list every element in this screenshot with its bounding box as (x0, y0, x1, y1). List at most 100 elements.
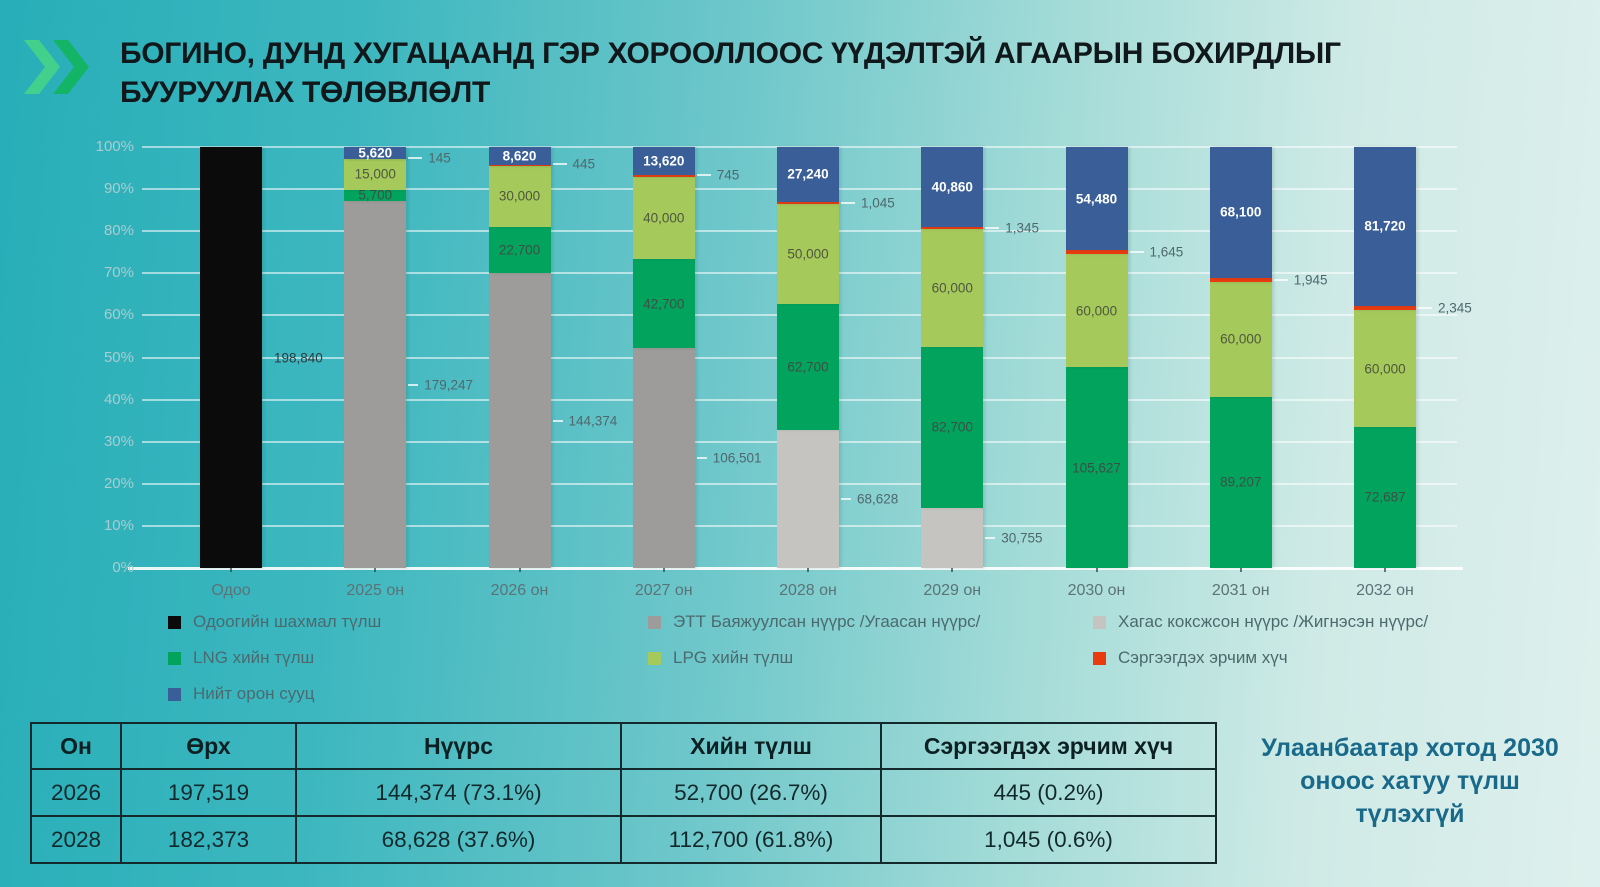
bar-segment-5-2031 он (1209, 281, 1272, 397)
x-axis-tick (230, 568, 232, 572)
bar-value-callout: 1,645 (1149, 244, 1184, 260)
x-axis-tick-label: 2029 он (923, 582, 982, 599)
bar-value-label: 105,627 (1072, 460, 1121, 476)
legend-swatch-icon (1093, 651, 1106, 665)
bar-value-callout: 68,628 (857, 491, 899, 507)
x-axis-tick (1095, 568, 1098, 572)
bar-value-callout: 1,045 (861, 195, 895, 211)
bar-value-label: 82,700 (931, 419, 973, 435)
y-axis-tick-label: 100% (95, 138, 134, 155)
bar-segment-4-2029 он (921, 346, 984, 508)
bar-segment-3-2029 он (921, 507, 984, 568)
bar-segment-7-2030 он (1065, 147, 1128, 251)
bar-segment-6-2032 он (1354, 305, 1416, 311)
callout-leader-line (696, 174, 711, 177)
table-header-cell: Нүүрс (295, 722, 622, 770)
legend-column: Одоогийн шахмал түлш LNG хийн түлш Нийт ор… (168, 604, 381, 712)
bar-value-label: 42,700 (643, 296, 685, 312)
x-axis-tick (518, 568, 521, 572)
legend-swatch-icon (168, 687, 181, 701)
table-cell: 2026 (30, 768, 122, 817)
bar-segment-7-2028 он (777, 147, 839, 202)
y-axis-tick-label: 30% (103, 432, 134, 450)
table-cell: 2028 (30, 815, 122, 864)
bar-value-callout: 198,840 (274, 350, 323, 365)
legend-column: Хагас коксжсон нүүрс /Жигнэсэн нүүрс/Сэр… (1093, 604, 1428, 676)
x-axis-tick (1384, 568, 1386, 572)
bar-value-label: 13,620 (643, 153, 685, 169)
table-cell: 144,374 (73.1%) (295, 768, 622, 817)
bar-segment-4-2027 он (632, 259, 695, 348)
bar-segment-7-2025 он (344, 147, 407, 159)
callout-leader-line (408, 156, 423, 159)
bar-value-label: 22,700 (498, 242, 541, 258)
y-axis-tick-label: 10% (103, 516, 134, 534)
legend-label: LNG хийн түлш (193, 648, 315, 667)
bar-value-callout: 30,755 (1001, 530, 1043, 546)
bar-segment-5-2025 он (344, 158, 407, 190)
bar-value-callout: 144,374 (568, 413, 618, 429)
x-axis-tick-label: 2030 он (1067, 582, 1126, 599)
table-cell: 1,045 (0.6%) (880, 815, 1217, 864)
bar-value-callout: 2,345 (1438, 300, 1472, 316)
bar-segment-2-2025 он (344, 201, 407, 568)
table-header-row: Он Өрх Нүүрс Хийн түлш Сэргээгдэх эрчим хүч (30, 722, 1217, 770)
bar-segment-4-2030 он (1065, 367, 1128, 568)
legend-swatch-icon (168, 615, 181, 629)
bar-value-label: 30,000 (498, 188, 541, 204)
table-head: Он Өрх Нүүрс Хийн түлш Сэргээгдэх эрчим хүч (30, 722, 1217, 770)
x-axis-tick (951, 568, 954, 572)
table-header-cell: Өрх (120, 722, 297, 770)
bar-value-callout: 445 (572, 156, 596, 172)
bar-segment-5-2029 он (921, 229, 984, 347)
bar-segment-2-2026 он (488, 273, 551, 568)
bar-value-label: 27,240 (787, 166, 829, 182)
callout-leader-line (552, 419, 563, 422)
callout-leader-line (696, 456, 707, 459)
table-cell: 68,628 (37.6%) (295, 815, 622, 864)
legend-label: LPG хийн түлш (673, 648, 794, 667)
legend-item: Нийт орон сууц (168, 676, 381, 712)
bar-value-label: 60,000 (1364, 361, 1406, 377)
legend-item: LNG хийн түлш (168, 640, 381, 676)
table-cell: 197,519 (120, 768, 297, 817)
bar-segment-7-2029 он (921, 147, 984, 227)
callout-leader-line (985, 536, 996, 539)
bar-segment-5-2026 он (488, 165, 551, 227)
gridline (142, 146, 1457, 148)
x-axis-tick-label: Одоо (211, 582, 251, 599)
stacked-bar-chart: 0% 10% 20% 30% 40% 50% 60% 70% 80% 90% 100% 198,840… (96, 138, 1472, 599)
table-header-cell: Хийн түлш (620, 722, 882, 770)
table-cell: 445 (0.2%) (880, 768, 1217, 817)
y-axis-tick-label: 0% (112, 559, 134, 576)
legend-item: ЭТТ Баяжуулсан нүүрс /Угаасан нүүрс/ (648, 604, 980, 640)
y-axis-tick-label: 40% (103, 390, 134, 408)
bar-value-callout: 179,247 (424, 377, 474, 393)
page-title-line1: БОГИНО, ДУНД ХУГАЦААНД ГЭР ХОРООЛЛООС ҮҮ… (120, 37, 1341, 70)
bar-segment-4-2032 он (1354, 426, 1416, 568)
bar-value-label: 62,700 (787, 359, 829, 375)
y-axis-tick-label: 80% (103, 222, 134, 240)
y-axis-tick-label: 50% (103, 348, 134, 366)
y-axis-tick-label: 20% (103, 474, 134, 492)
bar-value-label: 81,720 (1364, 218, 1406, 234)
legend-item: Сэргээгдэх эрчим хүч (1093, 640, 1428, 676)
bar-value-label: 72,687 (1364, 489, 1406, 505)
bar-segment-7-2026 он (488, 147, 551, 165)
legend-column: ЭТТ Баяжуулсан нүүрс /Угаасан нүүрс/LPG … (648, 604, 980, 676)
bar-value-label: 15,000 (354, 166, 396, 182)
bar-segment-4-2028 он (777, 304, 839, 431)
table-cell: 52,700 (26.7%) (620, 768, 882, 817)
chart-legend: Одоогийн шахмал түлш LNG хийн түлш Нийт ор… (0, 604, 1600, 714)
bar-segment-5-2028 он (777, 203, 839, 305)
x-axis-tick (1239, 568, 1242, 572)
table-row: 2026 197,519 144,374 (73.1%) 52,700 (26.7%)… (30, 768, 1217, 817)
bar-value-label: 68,100 (1220, 204, 1262, 220)
callout-leader-line (841, 201, 855, 204)
callout-leader-line (985, 227, 1000, 230)
bar-value-label: 5,620 (358, 145, 393, 161)
bar-segment-6-2030 он (1065, 250, 1128, 254)
bar-value-label: 5,700 (358, 187, 393, 203)
bar-segment-7-2027 он (632, 147, 695, 176)
